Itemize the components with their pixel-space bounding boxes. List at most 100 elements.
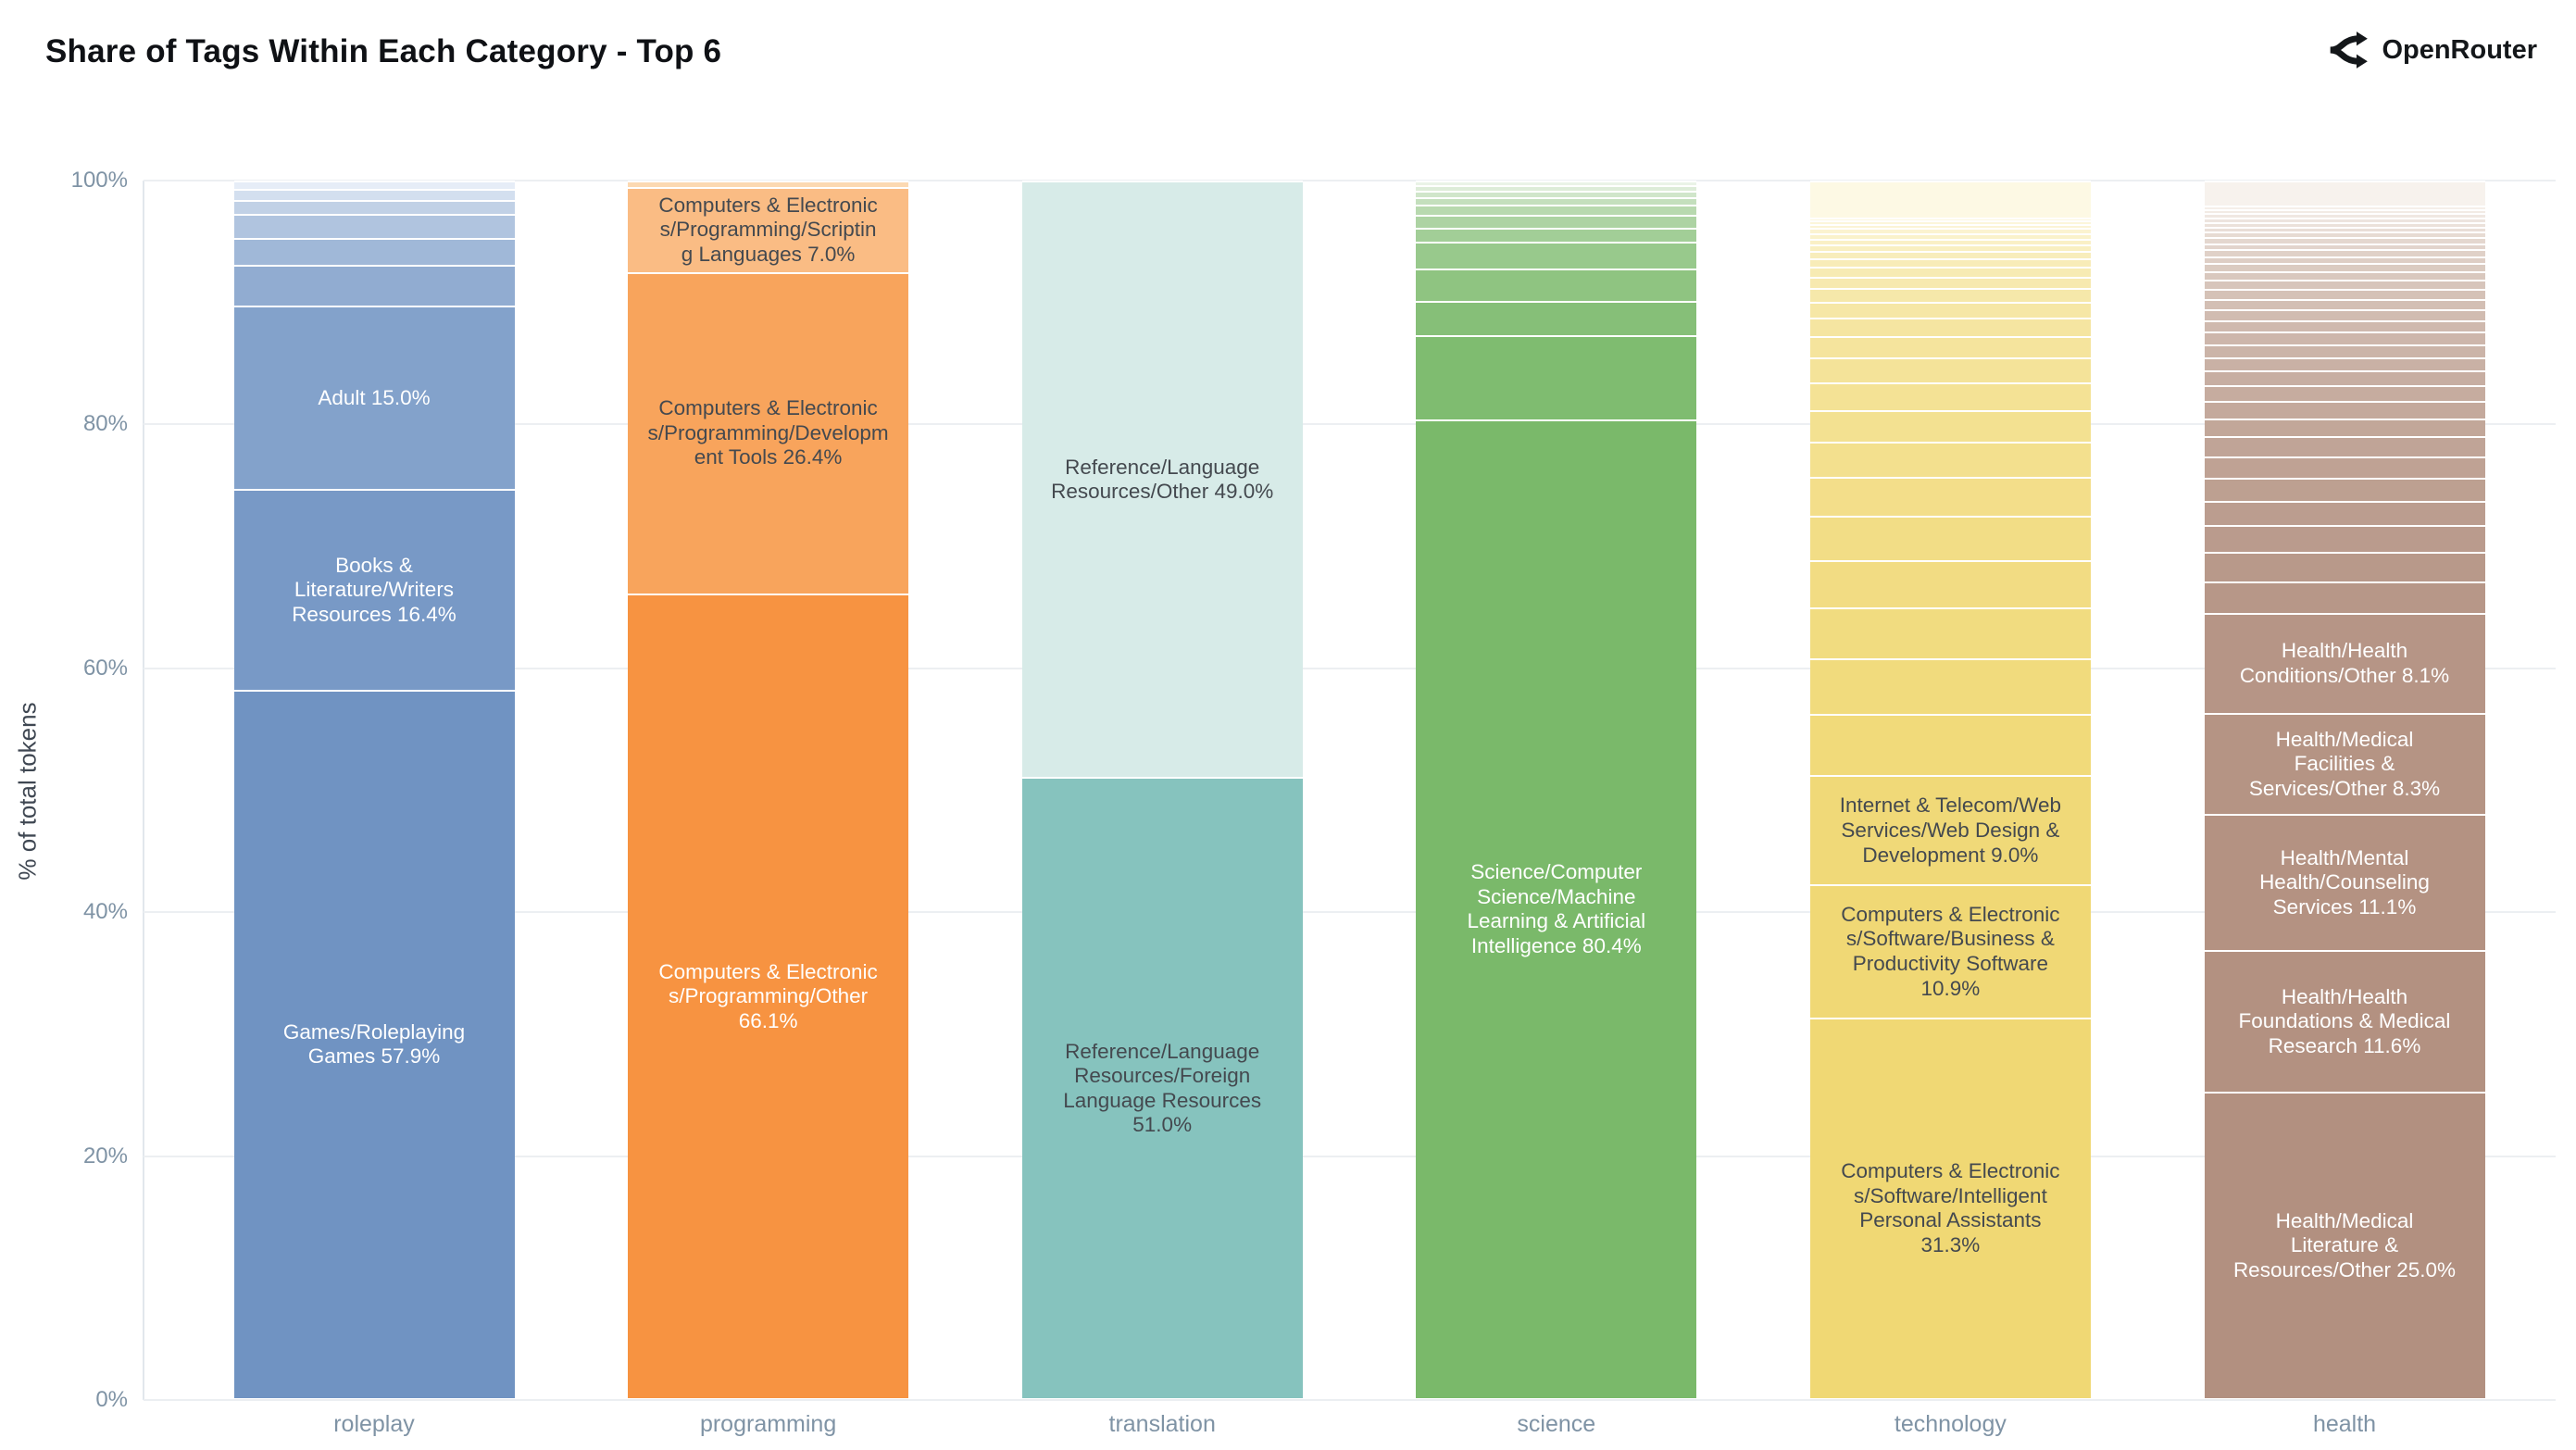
bar-segment-roleplay-2[interactable]: Adult 15.0% bbox=[233, 305, 515, 490]
bar-segment-technology-1[interactable]: Computers & Electronic s/Software/Busine… bbox=[1809, 884, 2091, 1018]
bar-segment-technology-20[interactable] bbox=[1809, 251, 2091, 259]
bar-segment-technology-0[interactable]: Computers & Electronic s/Software/Intell… bbox=[1809, 1017, 2091, 1398]
bar-segment-programming-0[interactable]: Computers & Electronic s/Programming/Oth… bbox=[628, 593, 909, 1398]
bar-segment-health-29[interactable] bbox=[2204, 237, 2485, 244]
bar-segment-technology-28[interactable] bbox=[1809, 181, 2091, 218]
bar-segment-roleplay-0[interactable]: Games/Roleplaying Games 57.9% bbox=[233, 689, 515, 1398]
bar-segment-health-9[interactable] bbox=[2204, 477, 2485, 501]
bar-segment-technology-22[interactable] bbox=[1809, 238, 2091, 245]
bar-segment-health-5[interactable] bbox=[2204, 581, 2485, 614]
bar-segment-health-7[interactable] bbox=[2204, 525, 2485, 553]
bar-segment-roleplay-8[interactable] bbox=[233, 181, 515, 190]
bar-segment-health-14[interactable] bbox=[2204, 384, 2485, 402]
bar-segment-science-5[interactable] bbox=[1416, 227, 1697, 242]
bar-segment-science-3[interactable] bbox=[1416, 268, 1697, 302]
bar-segment-health-12[interactable] bbox=[2204, 418, 2485, 437]
bar-segment-technology-9[interactable] bbox=[1809, 442, 2091, 478]
segment-label: Adult 15.0% bbox=[318, 385, 431, 409]
bar-segment-roleplay-4[interactable] bbox=[233, 238, 515, 266]
bar-segment-science-11[interactable] bbox=[1416, 181, 1697, 185]
bar-segment-technology-19[interactable] bbox=[1809, 258, 2091, 268]
bar-segment-health-33[interactable] bbox=[2204, 217, 2485, 222]
bar-segment-technology-23[interactable] bbox=[1809, 232, 2091, 239]
bar-segment-technology-7[interactable] bbox=[1809, 516, 2091, 560]
bar-segment-technology-2[interactable]: Internet & Telecom/Web Services/Web Desi… bbox=[1809, 775, 2091, 885]
bar-segment-science-7[interactable] bbox=[1416, 204, 1697, 215]
bar-segment-science-4[interactable] bbox=[1416, 241, 1697, 269]
bar-segment-science-0[interactable]: Science/Computer Science/Machine Learnin… bbox=[1416, 419, 1697, 1398]
bar-segment-health-23[interactable] bbox=[2204, 280, 2485, 290]
bar-segment-translation-1[interactable]: Reference/Language Resources/Other 49.0% bbox=[1021, 181, 1303, 778]
bar-segment-health-20[interactable] bbox=[2204, 309, 2485, 320]
bar-segment-health-19[interactable] bbox=[2204, 319, 2485, 332]
bar-segment-health-31[interactable] bbox=[2204, 226, 2485, 232]
bar-segment-technology-21[interactable] bbox=[1809, 244, 2091, 252]
bar-segment-health-22[interactable] bbox=[2204, 289, 2485, 299]
grid-line-0 bbox=[144, 1399, 2556, 1401]
bar-segment-technology-11[interactable] bbox=[1809, 381, 2091, 410]
bar-segment-health-30[interactable] bbox=[2204, 231, 2485, 238]
y-tick-label-80: 80% bbox=[82, 411, 128, 437]
bar-segment-technology-27[interactable] bbox=[1809, 217, 2091, 220]
bar-segment-technology-13[interactable] bbox=[1809, 335, 2091, 358]
bar-segment-technology-14[interactable] bbox=[1809, 318, 2091, 336]
bar-segment-health-28[interactable] bbox=[2204, 243, 2485, 250]
bar-segment-science-8[interactable] bbox=[1416, 196, 1697, 205]
bar-segment-technology-10[interactable] bbox=[1809, 409, 2091, 443]
bar-segment-technology-6[interactable] bbox=[1809, 559, 2091, 607]
bar-segment-health-1[interactable]: Health/Health Foundations & Medical Rese… bbox=[2204, 950, 2485, 1093]
bar-segment-health-21[interactable] bbox=[2204, 298, 2485, 310]
bar-segment-roleplay-6[interactable] bbox=[233, 200, 515, 214]
bar-segment-health-16[interactable] bbox=[2204, 356, 2485, 371]
bar-segment-health-36[interactable] bbox=[2204, 205, 2485, 209]
bar-segment-roleplay-5[interactable] bbox=[233, 213, 515, 239]
bar-segment-health-6[interactable] bbox=[2204, 552, 2485, 582]
bar-segment-health-15[interactable] bbox=[2204, 370, 2485, 385]
bar-segment-health-35[interactable] bbox=[2204, 208, 2485, 213]
bar-segment-science-2[interactable] bbox=[1416, 301, 1697, 336]
bar-segment-health-10[interactable] bbox=[2204, 456, 2485, 478]
bar-segment-science-1[interactable] bbox=[1416, 335, 1697, 419]
bar-segment-technology-12[interactable] bbox=[1809, 357, 2091, 382]
bar-segment-health-34[interactable] bbox=[2204, 212, 2485, 218]
bar-segment-translation-0[interactable]: Reference/Language Resources/Foreign Lan… bbox=[1021, 777, 1303, 1398]
bar-segment-health-24[interactable] bbox=[2204, 271, 2485, 281]
bar-segment-science-9[interactable] bbox=[1416, 190, 1697, 197]
bar-segment-technology-24[interactable] bbox=[1809, 228, 2091, 233]
bar-segment-technology-17[interactable] bbox=[1809, 276, 2091, 289]
bar-segment-technology-16[interactable] bbox=[1809, 288, 2091, 302]
y-tick-label-0: 0% bbox=[95, 1387, 128, 1412]
bar-segment-health-13[interactable] bbox=[2204, 401, 2485, 419]
bar-segment-roleplay-1[interactable]: Books & Literature/Writers Resources 16.… bbox=[233, 489, 515, 690]
bar-segment-roleplay-7[interactable] bbox=[233, 189, 515, 201]
bar-segment-health-11[interactable] bbox=[2204, 436, 2485, 456]
bar-segment-health-25[interactable] bbox=[2204, 263, 2485, 272]
bar-segment-health-37[interactable] bbox=[2204, 181, 2485, 206]
bar-segment-health-2[interactable]: Health/Mental Health/Counseling Services… bbox=[2204, 814, 2485, 951]
openrouter-icon bbox=[2326, 29, 2369, 71]
bar-segment-technology-5[interactable] bbox=[1809, 606, 2091, 658]
bar-segment-roleplay-3[interactable] bbox=[233, 265, 515, 306]
bar-segment-health-27[interactable] bbox=[2204, 249, 2485, 256]
bar-segment-health-32[interactable] bbox=[2204, 221, 2485, 227]
bar-segment-health-0[interactable]: Health/Medical Literature & Resources/Ot… bbox=[2204, 1092, 2485, 1398]
bar-segment-technology-3[interactable] bbox=[1809, 714, 2091, 776]
bar-segment-health-18[interactable] bbox=[2204, 331, 2485, 344]
bar-segment-health-3[interactable]: Health/Medical Facilities & Services/Oth… bbox=[2204, 712, 2485, 815]
bar-segment-programming-2[interactable]: Computers & Electronic s/Programming/Scr… bbox=[628, 186, 909, 272]
bar-segment-programming-1[interactable]: Computers & Electronic s/Programming/Dev… bbox=[628, 271, 909, 594]
bar-segment-health-26[interactable] bbox=[2204, 256, 2485, 264]
bar-segment-health-4[interactable]: Health/Health Conditions/Other 8.1% bbox=[2204, 613, 2485, 713]
bar-segment-technology-25[interactable] bbox=[1809, 223, 2091, 229]
bar-segment-health-8[interactable] bbox=[2204, 500, 2485, 526]
brand-logo[interactable]: OpenRouter bbox=[2326, 24, 2537, 76]
bar-segment-programming-3[interactable] bbox=[628, 181, 909, 187]
bar-segment-technology-15[interactable] bbox=[1809, 301, 2091, 318]
bar-segment-technology-4[interactable] bbox=[1809, 657, 2091, 715]
bar-segment-technology-8[interactable] bbox=[1809, 477, 2091, 517]
bar-segment-health-17[interactable] bbox=[2204, 344, 2485, 357]
bar-segment-technology-26[interactable] bbox=[1809, 219, 2091, 224]
bar-segment-technology-18[interactable] bbox=[1809, 267, 2091, 277]
bar-segment-science-6[interactable] bbox=[1416, 214, 1697, 228]
bar-segment-science-10[interactable] bbox=[1416, 184, 1697, 191]
